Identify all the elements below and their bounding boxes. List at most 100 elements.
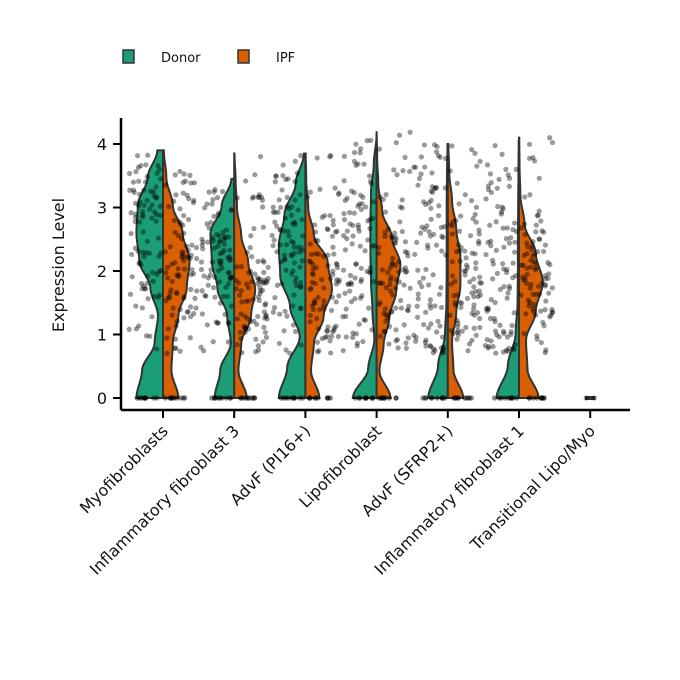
data-point [358,279,364,285]
data-point [378,395,384,401]
data-point [143,162,149,168]
data-point [524,240,530,246]
data-point [336,191,342,197]
data-point [360,194,366,200]
data-point [545,275,551,282]
data-point [539,280,545,286]
data-point [346,281,352,287]
data-point [505,348,511,354]
data-point [345,281,351,287]
data-point [472,150,478,156]
violin-donor [277,152,307,399]
data-point [257,290,263,297]
data-point [400,168,406,174]
data-point [149,215,155,221]
data-point [171,198,177,204]
data-point [437,154,443,160]
data-point [448,281,454,287]
data-point [294,170,300,176]
data-point [215,395,222,401]
data-point [213,395,219,401]
data-point [127,291,134,297]
data-point [143,395,149,401]
data-point [542,242,549,248]
data-point [493,247,499,253]
data-point [497,286,503,293]
data-point [265,264,271,270]
data-point [477,274,483,280]
data-point [214,320,221,326]
data-point [523,280,530,287]
data-point [221,233,227,240]
data-point [139,305,145,311]
data-point [483,251,489,258]
data-point [454,336,460,342]
data-point [310,261,316,267]
data-point [169,312,175,318]
data-point [407,129,413,135]
data-point [349,188,355,194]
data-point [487,222,493,228]
data-point [174,318,180,325]
data-point [393,305,399,311]
data-point [371,243,378,249]
violin-donor [135,149,164,399]
data-point [439,395,445,401]
data-point [331,251,337,257]
data-point [362,317,368,323]
data-point [532,261,538,267]
data-point [175,233,182,239]
data-point [289,271,295,277]
data-point [173,289,180,296]
data-point [262,301,269,307]
data-point [289,253,295,259]
data-point [500,349,507,355]
data-point [443,155,449,162]
data-point [178,395,184,401]
data-point [217,261,224,268]
data-point [227,247,233,253]
data-point [306,395,313,401]
data-point [402,239,409,245]
data-point [392,262,399,268]
data-point [275,209,281,215]
data-point [176,219,183,225]
data-point [387,281,393,288]
data-point [488,297,494,303]
data-point [547,314,553,320]
data-point [162,182,168,188]
data-point [490,257,496,264]
data-point [376,146,383,152]
data-point [282,256,288,262]
data-point [469,337,475,343]
data-point [347,288,353,294]
data-point [531,258,537,265]
data-point [315,326,322,332]
data-point [252,395,258,401]
data-point [199,288,205,294]
data-point [321,306,327,312]
data-point [440,349,446,355]
data-point [183,254,189,260]
data-point [327,154,333,160]
data-point [428,197,434,203]
data-point [263,312,269,318]
data-point [501,244,507,250]
data-point [136,203,142,209]
data-point [299,216,305,223]
data-point [383,192,389,198]
data-point [307,312,313,319]
data-point [208,219,214,226]
data-point [387,277,393,283]
data-point [227,257,233,264]
data-point [202,292,208,299]
data-point [469,146,475,153]
data-point [352,395,358,401]
data-point [255,347,262,353]
data-point [126,170,133,177]
data-point [366,305,372,311]
data-point [307,395,313,401]
data-point [198,344,204,350]
data-point [387,288,394,294]
data-point [440,395,446,401]
